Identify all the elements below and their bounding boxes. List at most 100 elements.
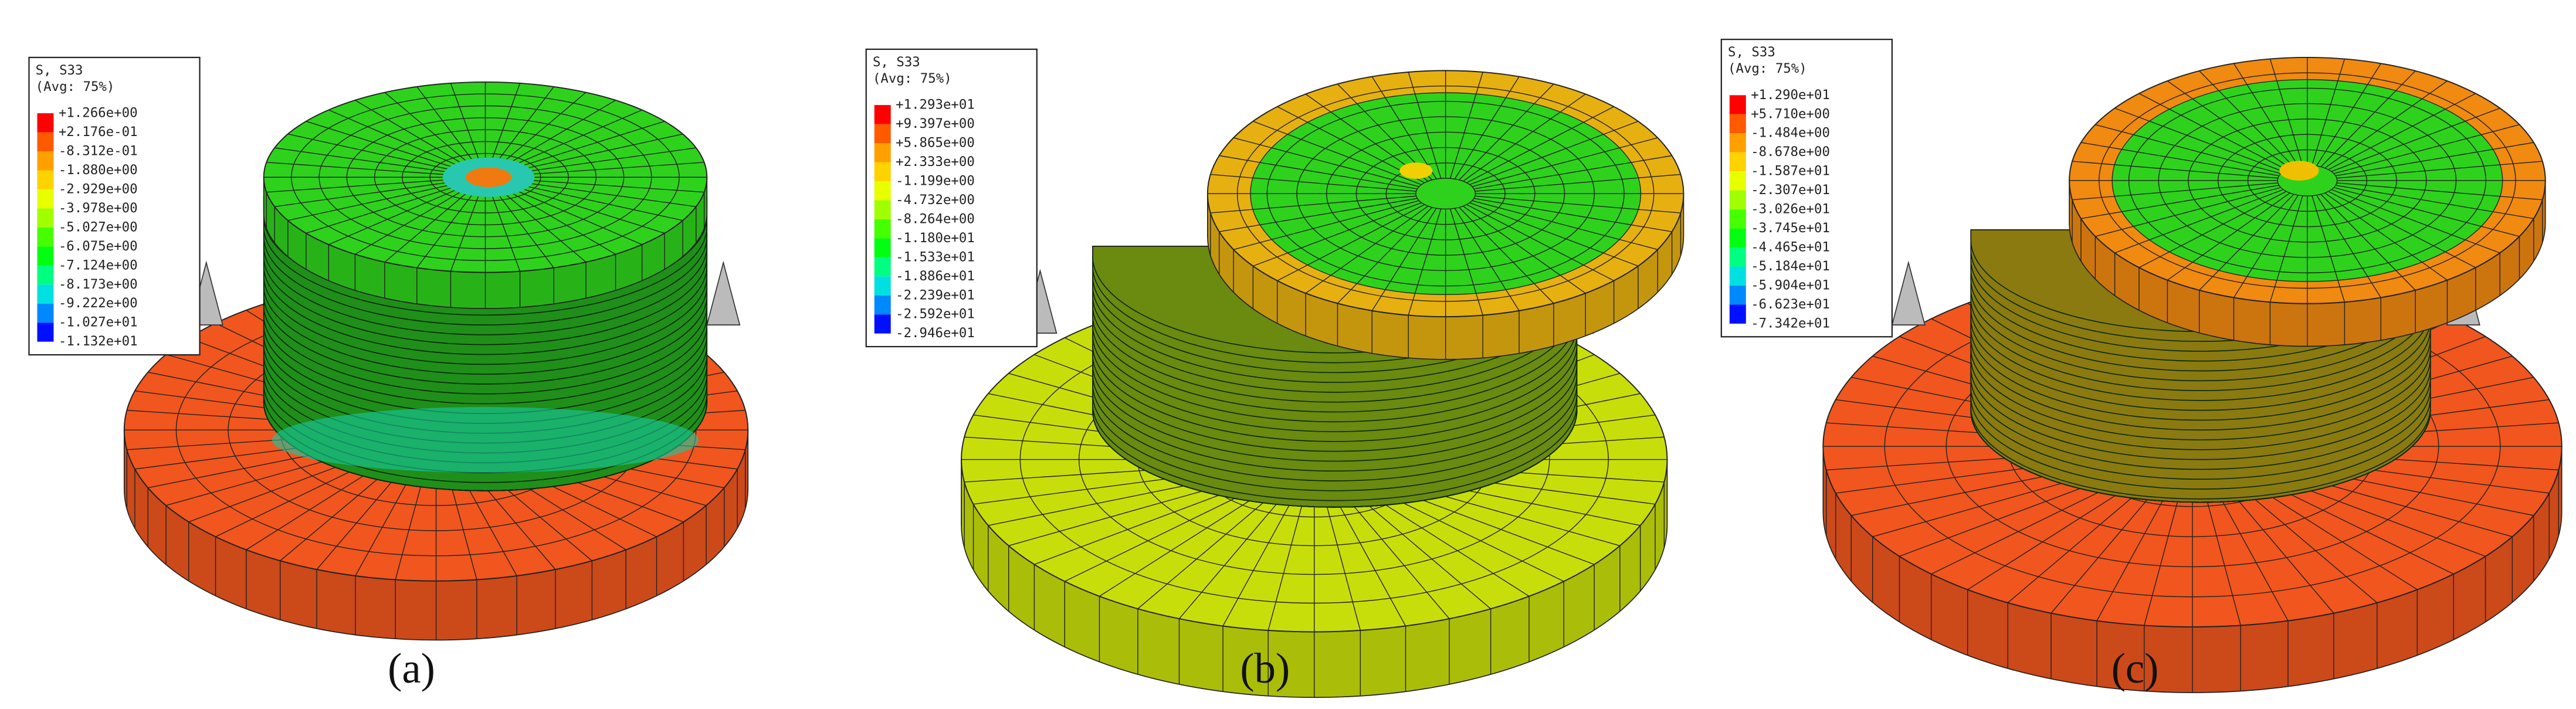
mesh-line: [1277, 204, 1425, 281]
mesh-line: [1137, 484, 1286, 609]
legend-title: S, S33: [873, 55, 920, 70]
layer-line: [1970, 318, 2431, 411]
mesh-line: [1210, 195, 1416, 213]
mesh-line: [1210, 174, 1416, 192]
mesh-line: [306, 121, 463, 171]
legend-value: -3.745e+01: [1751, 220, 1830, 236]
legend-value: +5.865e+00: [896, 135, 975, 151]
legend-value: -8.173e+00: [59, 277, 138, 292]
legend-swatch: [37, 323, 54, 342]
layer-line: [1970, 298, 2431, 391]
legend-value: -8.678e+00: [1751, 144, 1830, 160]
mesh-line: [2336, 185, 2534, 219]
legend-value: -6.623e+01: [1751, 297, 1830, 312]
mesh-line: [1454, 208, 1520, 311]
legend-swatch: [37, 132, 54, 152]
legend-value: -1.484e+00: [1751, 125, 1830, 141]
legend-value: -2.239e+01: [896, 287, 975, 303]
mesh-line: [2311, 59, 2345, 166]
mesh-line: [2336, 182, 2543, 201]
legend-swatch: [37, 227, 54, 247]
legend-swatch: [874, 295, 891, 315]
layer-line: [1092, 315, 1578, 413]
mesh-line: [328, 185, 466, 245]
mesh-line: [1267, 487, 1307, 631]
support: [1891, 260, 1926, 325]
legend-value: +5.710e+00: [1751, 106, 1830, 121]
legend-subtitle: (Avg: 75%): [873, 71, 952, 86]
mesh-line: [1473, 155, 1672, 189]
panel-label: (b): [1240, 644, 1290, 692]
mesh-line: [1233, 200, 1419, 250]
mesh-line: [2331, 107, 2500, 172]
mesh-line: [450, 83, 482, 166]
mesh-line: [497, 187, 587, 263]
mesh-line: [1459, 207, 1554, 304]
mesh-line: [2167, 80, 2290, 169]
mesh-line: [2199, 70, 2294, 167]
mesh-line: [2324, 192, 2448, 281]
legend-swatch: [1729, 133, 1746, 152]
mesh-line: [2167, 192, 2290, 281]
mesh-line: [2333, 124, 2520, 174]
legend-value: -1.587e+01: [1751, 164, 1830, 179]
mesh-line: [1466, 106, 1614, 184]
legend-swatch: [37, 246, 54, 266]
layer-line: [1092, 364, 1578, 462]
legend-value: +1.293e+01: [896, 97, 975, 113]
legend-swatch: [874, 105, 891, 124]
mesh-line: [501, 186, 616, 255]
mesh-line: [2324, 80, 2448, 169]
mesh-line: [1463, 205, 1586, 294]
legend-value: -2.946e+01: [896, 325, 975, 341]
legend-box: [1720, 39, 1893, 338]
mesh-line: [510, 133, 683, 172]
legend-swatch: [874, 181, 891, 201]
layer-line: [263, 285, 708, 375]
legend-value: -1.132e+01: [59, 334, 138, 349]
legend-subtitle: (Avg: 75%): [1728, 61, 1807, 76]
mesh-line: [2328, 191, 2476, 268]
panel-label: (c): [2111, 644, 2159, 692]
mesh-line: [1475, 174, 1681, 192]
mesh-line: [513, 162, 704, 176]
legend-swatch: [1729, 285, 1746, 305]
mesh-line: [2095, 124, 2281, 174]
layer-line: [263, 266, 708, 355]
legend-swatch: [37, 151, 54, 171]
legend-value: -2.929e+00: [59, 181, 138, 196]
legend-subtitle: (Avg: 75%): [36, 79, 115, 94]
legend-value: -5.184e+01: [1751, 259, 1830, 274]
layer-line: [1970, 308, 2431, 401]
legend-swatch: [37, 189, 54, 209]
support: [706, 260, 741, 325]
legend-value: -5.904e+01: [1751, 277, 1830, 293]
mesh-line: [2316, 195, 2381, 298]
mesh-line: [1253, 202, 1422, 267]
mesh-line: [1472, 200, 1658, 250]
panel-label: (a): [388, 644, 435, 692]
mesh-line: [1222, 487, 1300, 626]
mesh-line: [1371, 76, 1437, 179]
layer-line: [1092, 325, 1578, 423]
legend-value: -1.199e+00: [896, 173, 975, 188]
layer-line: [1970, 410, 2431, 503]
legend-value: -6.075e+00: [59, 239, 138, 254]
legend-swatch: [874, 257, 891, 277]
legend-swatch: [874, 276, 891, 296]
legend-title: S, S33: [1728, 45, 1775, 60]
mesh-line: [1408, 72, 1442, 179]
layer-line: [1092, 305, 1578, 403]
layer-line: [263, 256, 708, 345]
stress-spot: [1399, 162, 1433, 179]
mesh-line: [501, 100, 616, 168]
layer-line: [263, 305, 708, 395]
legend-value: +2.176e-01: [59, 124, 138, 140]
legend-swatch: [1729, 114, 1746, 134]
legend-swatch: [874, 143, 891, 162]
legend-value: -5.027e+00: [59, 219, 138, 235]
legend-value: -1.027e+01: [59, 315, 138, 330]
legend-value: -1.533e+01: [896, 249, 975, 264]
layer-line: [1970, 367, 2431, 460]
legend-swatch: [37, 208, 54, 228]
